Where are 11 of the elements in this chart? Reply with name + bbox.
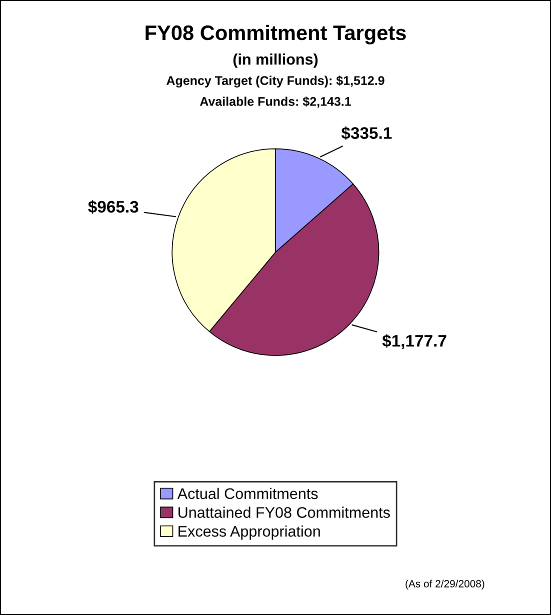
legend-label: Actual Commitments (177, 488, 318, 500)
text: Agency Target (City Funds): $1,512.9 (166, 76, 384, 88)
legend-label: Excess Appropriation (178, 526, 320, 540)
text: (As of 2/29/2008) (406, 580, 484, 590)
text: Available Funds: $2,143.1 (200, 96, 351, 108)
data-label: $1,177.7 (382, 334, 446, 350)
chart-title: FY08 Commitment Targets (146, 24, 406, 44)
legend-label: Unattained FY08 Commitments (178, 506, 390, 518)
data-label: $965.3 (88, 200, 138, 214)
chart-subtitle: (in millions) (233, 54, 318, 68)
data-label: $335.1 (341, 126, 392, 140)
